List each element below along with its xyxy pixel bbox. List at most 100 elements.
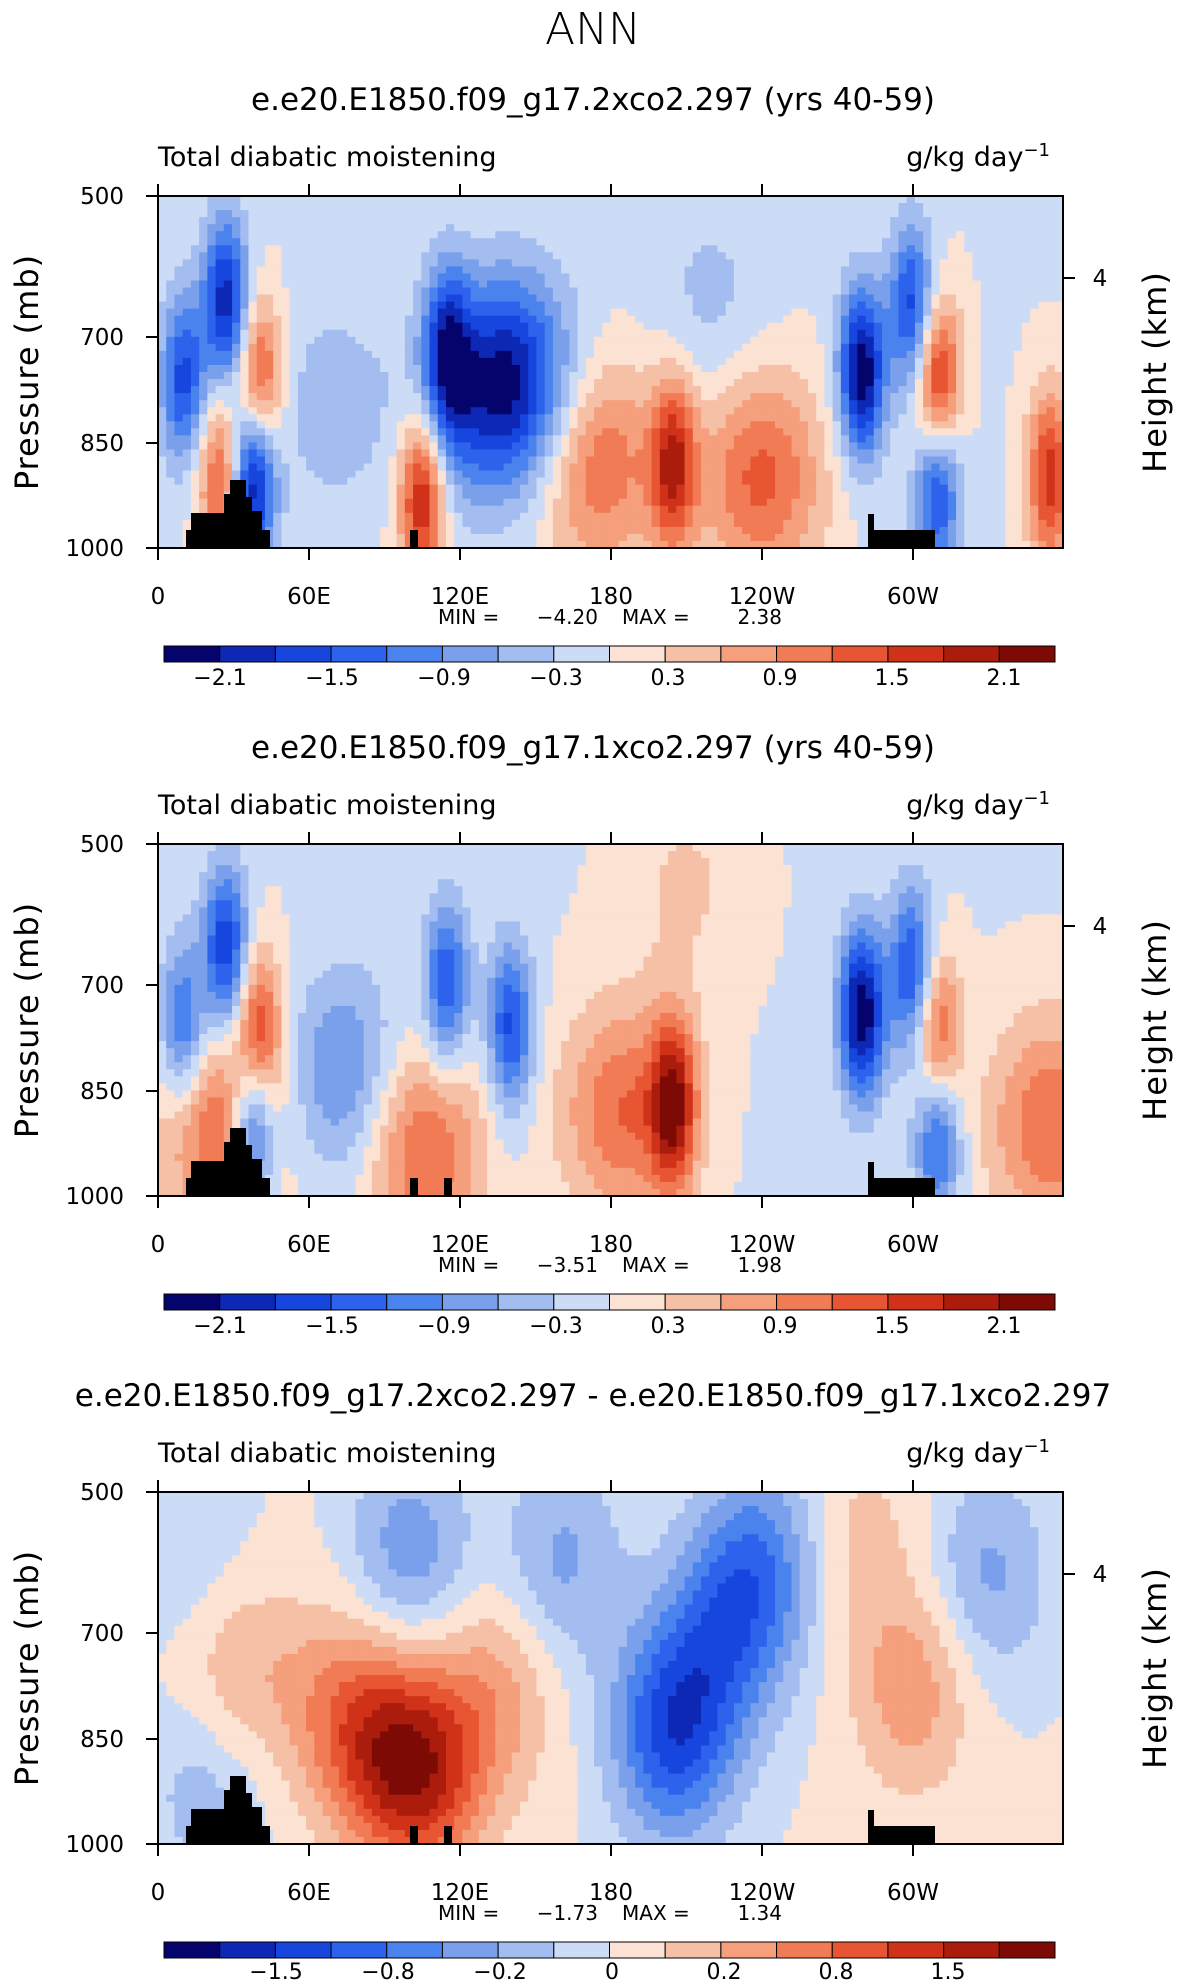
field-cell	[1021, 484, 1031, 493]
field-cell	[511, 435, 521, 443]
field-cell	[371, 224, 381, 232]
field-cell	[684, 266, 694, 275]
field-cell	[339, 456, 348, 465]
field-cell	[816, 372, 826, 380]
field-cell	[997, 491, 1007, 500]
field-cell	[503, 224, 513, 232]
field-cell	[289, 456, 299, 465]
field-cell	[158, 400, 167, 408]
field-cell	[487, 294, 496, 303]
field-cell	[569, 357, 579, 366]
field-cell	[454, 484, 464, 493]
field-cell	[750, 477, 760, 486]
field-cell	[413, 512, 422, 521]
field-cell	[824, 428, 834, 436]
field-cell	[668, 259, 677, 267]
field-cell	[824, 301, 834, 310]
field-cell	[980, 456, 990, 465]
field-cell	[413, 294, 422, 303]
field-cell	[577, 266, 587, 275]
field-cell	[166, 357, 176, 366]
field-cell	[199, 421, 208, 429]
field-cell	[898, 442, 908, 451]
field-cell	[1021, 463, 1031, 472]
field-cell	[421, 231, 431, 239]
field-cell	[454, 273, 464, 282]
field-cell	[709, 372, 719, 380]
field-cell	[569, 407, 579, 415]
field-cell	[371, 386, 381, 394]
field-cell	[618, 259, 628, 267]
field-cell	[207, 428, 217, 436]
field-cell	[799, 463, 809, 472]
field-cell	[1013, 301, 1023, 310]
field-cell	[174, 379, 184, 387]
field-cell	[248, 470, 258, 479]
field-cell	[487, 308, 496, 317]
field-cell	[643, 336, 653, 345]
field-cell	[544, 357, 554, 366]
field-cell	[733, 407, 743, 415]
field-cell	[190, 379, 200, 387]
field-cell	[569, 350, 579, 359]
field-cell	[725, 203, 735, 211]
field-cell	[421, 301, 431, 310]
field-cell	[544, 484, 554, 493]
field-cell	[832, 245, 842, 253]
field-cell	[997, 350, 1007, 359]
field-cell	[659, 498, 669, 507]
field-cell	[824, 273, 834, 282]
field-cell	[306, 203, 315, 211]
field-cell	[569, 505, 579, 514]
field-cell	[190, 505, 200, 514]
field-cell	[906, 203, 916, 211]
field-cell	[733, 266, 743, 275]
field-cell	[495, 336, 505, 345]
field-cell	[1030, 372, 1039, 380]
field-cell	[520, 491, 529, 500]
field-cell	[1005, 273, 1015, 282]
field-cell	[1021, 498, 1031, 507]
field-cell	[281, 421, 291, 429]
field-cell	[939, 329, 949, 338]
field-cell	[873, 301, 883, 310]
field-cell	[388, 301, 398, 310]
field-cell	[742, 407, 751, 415]
field-cell	[816, 308, 826, 317]
field-cell	[569, 308, 579, 317]
field-cell	[511, 343, 521, 352]
field-cell	[495, 231, 505, 239]
field-cell	[413, 463, 422, 472]
field-cell	[988, 421, 998, 429]
field-cell	[585, 414, 595, 422]
field-cell	[232, 470, 241, 479]
field-cell	[174, 224, 184, 232]
field-cell	[190, 435, 200, 443]
field-cell	[404, 196, 414, 204]
field-cell	[594, 343, 603, 352]
field-cell	[1005, 196, 1015, 204]
field-cell	[1013, 336, 1023, 345]
field-cell	[380, 238, 389, 246]
field-cell	[594, 350, 603, 359]
field-cell	[799, 308, 809, 317]
field-cell	[248, 435, 258, 443]
field-cell	[158, 322, 167, 331]
field-cell	[807, 322, 817, 331]
field-cell	[330, 498, 340, 507]
field-cell	[849, 322, 858, 331]
field-cell	[1013, 266, 1023, 275]
field-cell	[939, 442, 949, 451]
field-cell	[495, 442, 505, 451]
field-cell	[445, 470, 455, 479]
field-cell	[758, 245, 768, 253]
field-cell	[807, 386, 817, 394]
field-cell	[552, 287, 562, 296]
field-cell	[807, 379, 817, 387]
field-cell	[445, 428, 455, 436]
field-cell	[1005, 379, 1015, 387]
field-cell	[857, 252, 867, 260]
field-cell	[437, 322, 447, 331]
field-cell	[569, 196, 579, 204]
field-cell	[923, 400, 932, 408]
